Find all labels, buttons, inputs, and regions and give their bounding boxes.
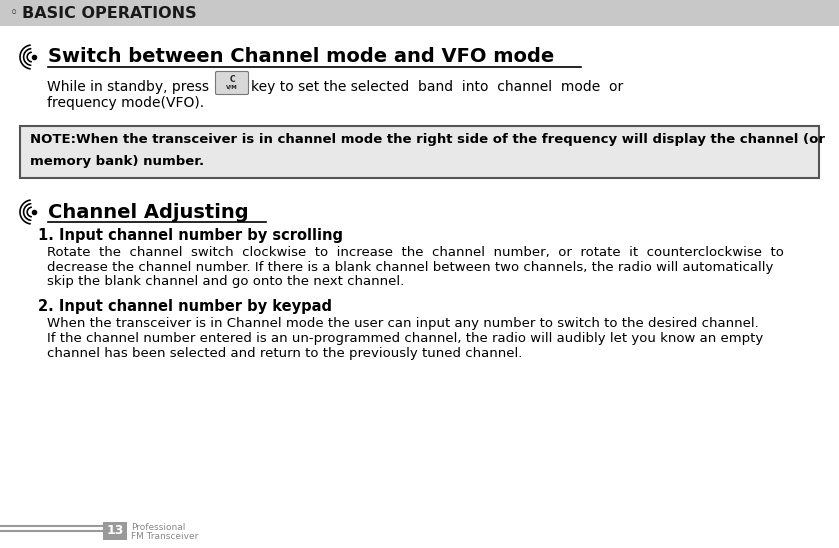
- Text: key to set the selected  band  into  channel  mode  or: key to set the selected band into channe…: [251, 80, 623, 94]
- Text: decrease the channel number. If there is a blank channel between two channels, t: decrease the channel number. If there is…: [47, 260, 774, 273]
- Text: channel has been selected and return to the previously tuned channel.: channel has been selected and return to …: [47, 346, 523, 359]
- Bar: [103, 522, 127, 540]
- Text: memory bank) number.: memory bank) number.: [30, 156, 204, 168]
- Text: While in standby, press: While in standby, press: [47, 80, 209, 94]
- Text: If the channel number entered is an un-programmed channel, the radio will audibl: If the channel number entered is an un-p…: [47, 332, 763, 345]
- Text: frequency mode(VFO).: frequency mode(VFO).: [47, 96, 204, 110]
- Text: 1. Input channel number by scrolling: 1. Input channel number by scrolling: [38, 228, 343, 243]
- Text: Switch between Channel mode and VFO mode: Switch between Channel mode and VFO mode: [48, 48, 555, 66]
- Text: 13: 13: [107, 524, 123, 538]
- Text: Professional: Professional: [131, 523, 185, 532]
- Text: FM Transceiver: FM Transceiver: [131, 532, 198, 541]
- Bar: [0, 0, 839, 26]
- Text: 2. Input channel number by keypad: 2. Input channel number by keypad: [38, 300, 332, 315]
- FancyBboxPatch shape: [216, 71, 248, 94]
- Text: BASIC OPERATIONS: BASIC OPERATIONS: [22, 5, 196, 20]
- Text: skip the blank channel and go onto the next channel.: skip the blank channel and go onto the n…: [47, 275, 404, 288]
- Text: Channel Adjusting: Channel Adjusting: [48, 203, 248, 221]
- Text: NOTE:When the transceiver is in channel mode the right side of the frequency wil: NOTE:When the transceiver is in channel …: [30, 133, 825, 146]
- Text: V/M: V/M: [227, 84, 238, 89]
- Text: Rotate  the  channel  switch  clockwise  to  increase  the  channel  number,  or: Rotate the channel switch clockwise to i…: [47, 246, 784, 259]
- Bar: [20, 126, 819, 178]
- Text: C: C: [229, 76, 235, 84]
- Text: When the transceiver is in Channel mode the user can input any number to switch : When the transceiver is in Channel mode …: [47, 317, 758, 330]
- Text: ◦: ◦: [10, 6, 18, 20]
